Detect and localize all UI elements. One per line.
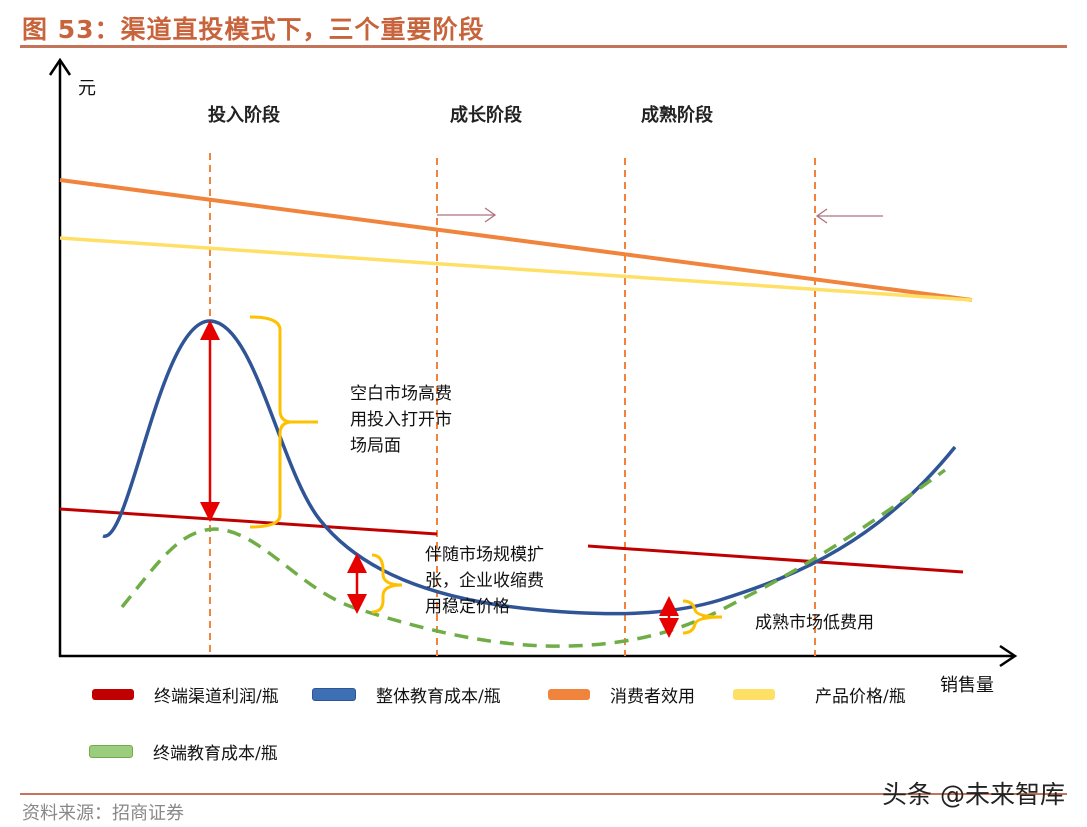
annotation-growth: 伴随市场规模扩 张，企业收缩费 用稳定价格 [425, 542, 544, 620]
stage-label-growth: 成长阶段 [450, 105, 522, 126]
stage-label-mature: 成熟阶段 [641, 105, 713, 126]
legend-item-total-education-cost: 整体教育成本/瓶 [312, 682, 501, 707]
annotation-line: 场局面 [350, 436, 401, 456]
legend-swatch [89, 745, 133, 758]
stage-dividers [209, 153, 816, 656]
legend-item-channel-profit: 终端渠道利润/瓶 [92, 682, 279, 707]
footer-rule [20, 793, 1067, 795]
annotation-investment: 空白市场高费 用投入打开市 场局面 [350, 381, 452, 459]
stage-label-investment: 投入阶段 [208, 105, 280, 126]
annotation-line: 空白市场高费 [350, 384, 452, 404]
legend-swatch [733, 689, 775, 700]
annotation-line: 张，企业收缩费 [425, 571, 544, 591]
legend-item-product-price: 产品价格/瓶 [733, 682, 906, 707]
legend-item-consumer-utility: 消费者效用 [548, 682, 695, 707]
legend-label: 整体教育成本/瓶 [376, 687, 501, 707]
annotation-braces [249, 315, 723, 635]
stage-arrows [437, 207, 883, 224]
legend-label: 终端渠道利润/瓶 [154, 687, 279, 707]
figure-title: 图 53：渠道直投模式下，三个重要阶段 [22, 15, 485, 44]
annotation-line: 用投入打开市 [350, 410, 452, 430]
series-product-price [59, 236, 973, 302]
legend-swatch [312, 688, 356, 701]
legend-label: 终端教育成本/瓶 [153, 744, 278, 764]
cost-gap-arrows [200, 320, 679, 638]
title-rule [20, 45, 1067, 48]
series-terminal-education-cost [120, 468, 947, 648]
x-axis-label: 销售量 [940, 675, 994, 696]
annotation-mature: 成熟市场低费用 [755, 613, 874, 633]
series-consumer-utility [59, 178, 973, 302]
legend-swatch [92, 689, 134, 700]
annotation-line: 伴随市场规模扩 [425, 545, 544, 565]
legend-label: 消费者效用 [610, 687, 695, 707]
watermark: 头条 @未来智库 [882, 780, 1065, 809]
y-axis-label: 元 [78, 78, 96, 99]
axes [48, 57, 1018, 668]
source-note: 资料来源：招商证券 [22, 803, 184, 824]
legend-label: 产品价格/瓶 [815, 687, 906, 707]
annotation-line: 用稳定价格 [425, 597, 510, 617]
legend-swatch [548, 689, 590, 700]
legend-item-terminal-education-cost: 终端教育成本/瓶 [89, 739, 278, 764]
